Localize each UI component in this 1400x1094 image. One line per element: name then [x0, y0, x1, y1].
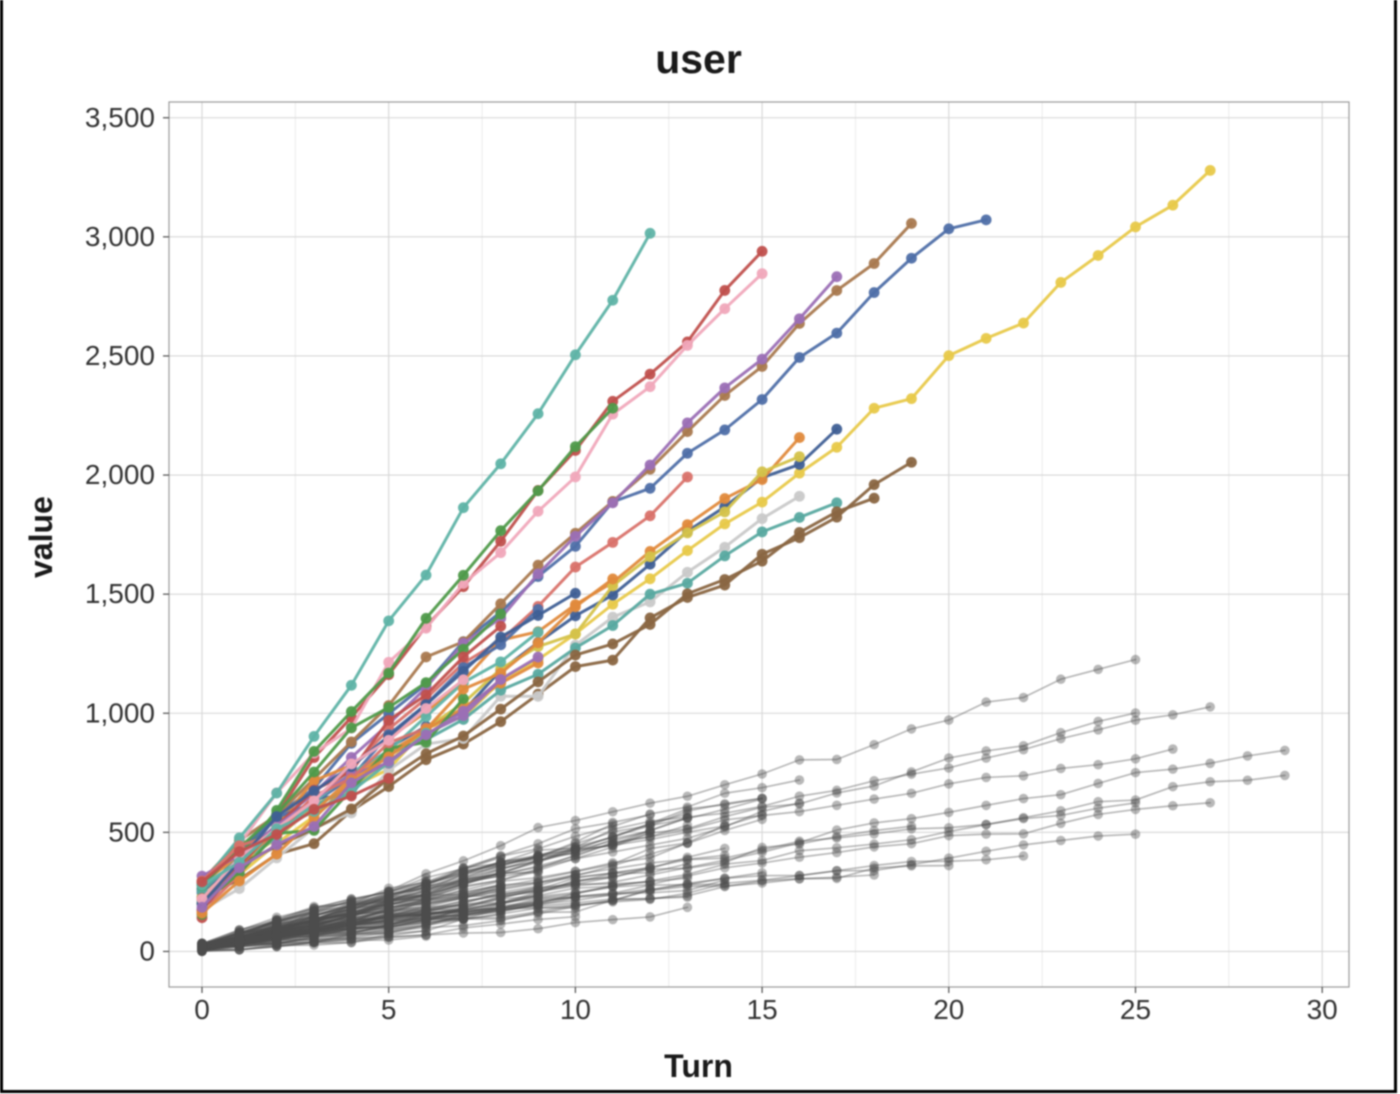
- svg-text:0: 0: [139, 935, 155, 966]
- svg-text:15: 15: [747, 994, 778, 1025]
- svg-text:20: 20: [933, 994, 964, 1025]
- svg-text:25: 25: [1120, 994, 1151, 1025]
- svg-text:2,500: 2,500: [85, 340, 155, 371]
- svg-text:0: 0: [194, 994, 210, 1025]
- svg-text:30: 30: [1307, 994, 1338, 1025]
- svg-text:1,500: 1,500: [85, 578, 155, 609]
- svg-text:2,000: 2,000: [85, 459, 155, 490]
- svg-text:3,500: 3,500: [85, 102, 155, 133]
- svg-text:500: 500: [108, 816, 155, 847]
- svg-text:1,000: 1,000: [85, 697, 155, 728]
- svg-text:5: 5: [381, 994, 397, 1025]
- svg-text:10: 10: [560, 994, 591, 1025]
- svg-text:3,000: 3,000: [85, 221, 155, 252]
